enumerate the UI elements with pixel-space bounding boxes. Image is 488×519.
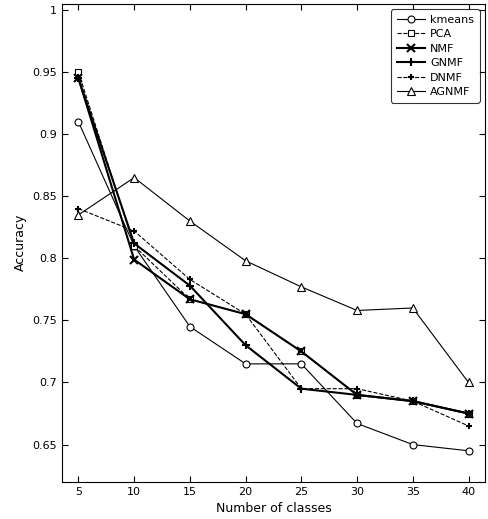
- NMF: [242, 311, 248, 317]
- kmeans: [131, 243, 137, 249]
- DNMF: [75, 206, 81, 212]
- DNMF: [186, 276, 192, 282]
- Line: AGNMF: AGNMF: [74, 173, 472, 387]
- DNMF: [298, 386, 304, 392]
- DNMF: [409, 398, 415, 404]
- Line: NMF: NMF: [74, 74, 472, 418]
- X-axis label: Number of classes: Number of classes: [215, 502, 331, 515]
- NMF: [353, 392, 359, 398]
- NMF: [409, 398, 415, 404]
- NMF: [298, 348, 304, 354]
- AGNMF: [75, 212, 81, 218]
- GNMF: [131, 240, 137, 247]
- DNMF: [242, 311, 248, 317]
- DNMF: [465, 423, 470, 429]
- PCA: [131, 243, 137, 249]
- DNMF: [131, 228, 137, 234]
- PCA: [409, 398, 415, 404]
- GNMF: [186, 282, 192, 289]
- PCA: [242, 311, 248, 317]
- AGNMF: [298, 284, 304, 290]
- AGNMF: [465, 379, 470, 386]
- Line: kmeans: kmeans: [75, 118, 471, 454]
- PCA: [298, 348, 304, 354]
- NMF: [186, 296, 192, 303]
- NMF: [75, 75, 81, 81]
- AGNMF: [131, 174, 137, 181]
- AGNMF: [186, 218, 192, 224]
- PCA: [465, 411, 470, 417]
- GNMF: [298, 386, 304, 392]
- NMF: [131, 256, 137, 263]
- GNMF: [242, 342, 248, 348]
- GNMF: [465, 411, 470, 417]
- Line: DNMF: DNMF: [75, 205, 471, 429]
- kmeans: [186, 323, 192, 330]
- DNMF: [353, 386, 359, 392]
- kmeans: [75, 119, 81, 125]
- AGNMF: [353, 307, 359, 313]
- kmeans: [242, 361, 248, 367]
- kmeans: [298, 361, 304, 367]
- Y-axis label: Accuracy: Accuracy: [14, 214, 26, 271]
- NMF: [465, 411, 470, 417]
- Line: GNMF: GNMF: [74, 74, 472, 418]
- PCA: [186, 296, 192, 303]
- kmeans: [409, 442, 415, 448]
- AGNMF: [409, 305, 415, 311]
- kmeans: [465, 448, 470, 454]
- Line: PCA: PCA: [75, 69, 471, 417]
- PCA: [75, 69, 81, 75]
- PCA: [353, 392, 359, 398]
- GNMF: [75, 75, 81, 81]
- GNMF: [353, 392, 359, 398]
- AGNMF: [242, 257, 248, 264]
- GNMF: [409, 398, 415, 404]
- kmeans: [353, 420, 359, 427]
- Legend: kmeans, PCA, NMF, GNMF, DNMF, AGNMF: kmeans, PCA, NMF, GNMF, DNMF, AGNMF: [390, 9, 479, 103]
